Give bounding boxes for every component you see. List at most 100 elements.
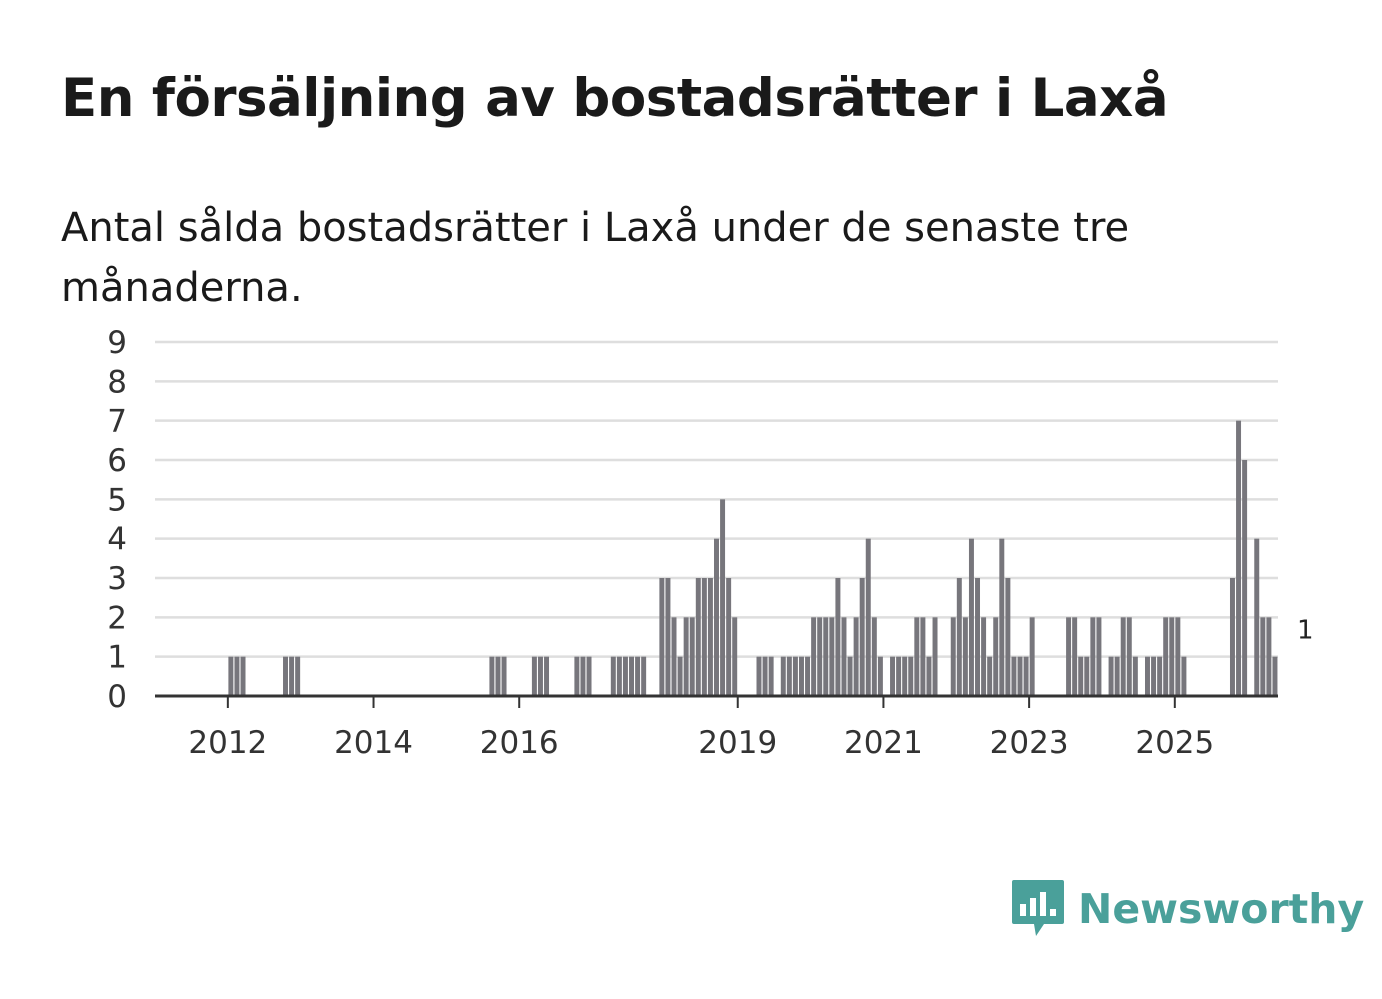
bar xyxy=(987,656,993,696)
bar xyxy=(780,656,786,696)
y-tick-label: 4 xyxy=(107,522,127,558)
bar xyxy=(902,656,908,696)
bar xyxy=(610,656,616,696)
x-tick-label: 2019 xyxy=(698,725,777,761)
newsworthy-logo: Newsworthy xyxy=(1010,878,1364,940)
bar xyxy=(865,538,871,696)
bar xyxy=(665,578,671,696)
bar xyxy=(1120,617,1126,696)
bar xyxy=(908,656,914,696)
data-labels: 1 xyxy=(1295,613,1317,648)
bar xyxy=(926,656,932,696)
bar xyxy=(1108,656,1114,696)
y-tick-label: 1 xyxy=(107,640,127,676)
bar xyxy=(1254,538,1260,696)
x-tick-label: 2021 xyxy=(844,725,923,761)
bar xyxy=(580,656,586,696)
bar xyxy=(683,617,689,696)
bar xyxy=(1096,617,1102,696)
bar xyxy=(489,656,495,696)
chart-subtitle: Antal sålda bostadsrätter i Laxå under d… xyxy=(61,205,1130,311)
bar xyxy=(975,578,981,696)
bar xyxy=(289,656,295,696)
y-tick-label: 0 xyxy=(107,679,127,715)
x-tick-label: 2016 xyxy=(480,725,559,761)
bar xyxy=(501,656,507,696)
bar xyxy=(1011,656,1017,696)
bar xyxy=(1169,617,1175,696)
page-title: En försäljning av bostadsrätter i Laxå xyxy=(61,68,1169,129)
bar xyxy=(1114,656,1120,696)
bar xyxy=(659,578,665,696)
bar xyxy=(798,656,804,696)
bar xyxy=(956,578,962,696)
bar xyxy=(823,617,829,696)
bar xyxy=(835,578,841,696)
bar xyxy=(847,656,853,696)
bar xyxy=(920,617,926,696)
bar xyxy=(1242,460,1248,696)
y-tick-label: 8 xyxy=(107,364,127,400)
bar xyxy=(689,617,695,696)
y-tick-label: 5 xyxy=(107,482,127,518)
bar xyxy=(586,656,592,696)
bar xyxy=(671,617,677,696)
bar xyxy=(853,617,859,696)
bar xyxy=(896,656,902,696)
bar xyxy=(544,656,550,696)
bar xyxy=(1078,656,1084,696)
bar xyxy=(811,617,817,696)
bar xyxy=(1084,656,1090,696)
bar xyxy=(228,656,234,696)
bar xyxy=(829,617,835,696)
bar xyxy=(1157,656,1163,696)
bar xyxy=(999,538,1005,696)
bars xyxy=(228,420,1278,696)
y-tick-label: 6 xyxy=(107,443,127,479)
bar xyxy=(877,656,883,696)
bar xyxy=(962,617,968,696)
bar xyxy=(1163,617,1169,696)
bar xyxy=(1029,617,1035,696)
bar xyxy=(537,656,543,696)
bar xyxy=(1066,617,1072,696)
bar xyxy=(871,617,877,696)
bar xyxy=(726,578,732,696)
bar xyxy=(1126,617,1132,696)
x-tick-label: 2025 xyxy=(1135,725,1214,761)
bar xyxy=(701,578,707,696)
bar xyxy=(786,656,792,696)
bar xyxy=(890,656,896,696)
newsworthy-logo-icon xyxy=(1012,880,1064,936)
bar xyxy=(1090,617,1096,696)
y-tick-label: 2 xyxy=(107,600,127,636)
bar xyxy=(756,656,762,696)
bar xyxy=(1072,617,1078,696)
bar xyxy=(805,656,811,696)
x-tick-label: 2023 xyxy=(990,725,1069,761)
y-tick-label: 3 xyxy=(107,561,127,597)
bar xyxy=(629,656,635,696)
bar xyxy=(817,617,823,696)
highlight-data-label: 1 xyxy=(1297,616,1314,646)
bar xyxy=(714,538,719,696)
bar xyxy=(574,656,580,696)
x-tick-label: 2014 xyxy=(334,725,413,761)
bar xyxy=(1181,656,1187,696)
bar xyxy=(993,617,999,696)
bar xyxy=(234,656,240,696)
bar xyxy=(635,656,641,696)
bar xyxy=(295,656,301,696)
bar xyxy=(1175,617,1181,696)
bar xyxy=(1023,656,1029,696)
bar xyxy=(1272,656,1278,696)
bar xyxy=(950,617,956,696)
bar xyxy=(240,656,246,696)
bar xyxy=(732,617,738,696)
bar xyxy=(1229,578,1235,696)
bar xyxy=(1017,656,1023,696)
bar xyxy=(968,538,974,696)
newsworthy-logo-text: Newsworthy xyxy=(1078,885,1365,933)
bar xyxy=(641,656,647,696)
